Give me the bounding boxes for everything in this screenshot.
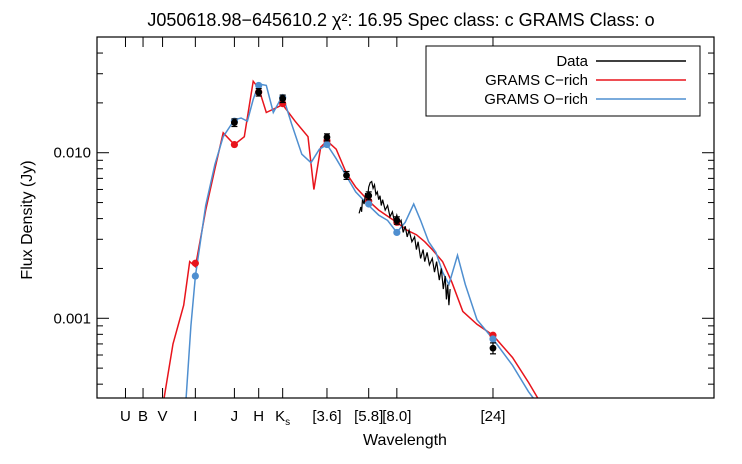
x-band-label-text: [3.6] xyxy=(312,408,341,425)
x-tick-group: U B V I J H Ks [3.6] [5.8][8.0] [24] xyxy=(120,37,505,428)
x-band-label-text: [5.8] xyxy=(354,408,383,425)
x-band-label-text: I xyxy=(193,408,197,425)
c-rich-model-point xyxy=(230,140,239,149)
x-band-label: I xyxy=(193,408,197,425)
data-point xyxy=(279,95,287,103)
legend-box xyxy=(425,45,701,117)
x-band-label-text: [24] xyxy=(480,408,505,425)
o-rich-model-point xyxy=(489,335,497,343)
legend-label-o-rich: GRAMS O−rich xyxy=(484,91,588,108)
x-band-label: [24] xyxy=(480,408,505,425)
x-band-label: Ks xyxy=(275,408,290,428)
x-band-label: [8.0] xyxy=(382,408,411,425)
o-rich-model-point xyxy=(255,81,263,90)
x-axis-label: Wavelength xyxy=(363,432,447,449)
x-band-label: H xyxy=(253,408,264,425)
series-layer xyxy=(163,79,539,398)
x-band-label: V xyxy=(158,408,168,425)
x-band-label: U xyxy=(120,408,131,425)
x-band-label-text: B xyxy=(138,408,148,425)
x-band-label-text: K xyxy=(275,408,285,425)
data-point xyxy=(255,88,263,96)
y-axis-label: Flux Density (Jy) xyxy=(19,160,36,279)
data-point xyxy=(323,133,331,141)
x-band-label: J xyxy=(231,408,239,425)
o-rich-model-point xyxy=(191,272,199,280)
x-band-label-text: H xyxy=(253,408,264,425)
o-rich-model-point xyxy=(365,200,373,208)
x-band-label: [3.6] xyxy=(312,408,341,425)
o-rich-model-point xyxy=(323,140,331,149)
x-band-label: B xyxy=(138,408,148,425)
legend-label-c-rich: GRAMS C−rich xyxy=(485,72,588,89)
data-point xyxy=(231,119,238,127)
plot-frame xyxy=(96,36,715,399)
data-point xyxy=(489,344,497,352)
y-tick-label: 0.001 xyxy=(53,310,91,327)
chart-title: J050618.98−645610.2 χ²: 16.95 Spec class… xyxy=(147,10,654,30)
x-band-label-text: [8.0] xyxy=(382,408,411,425)
o-rich-model-line xyxy=(185,83,534,398)
x-band-label-subscript: s xyxy=(285,417,290,428)
data-point xyxy=(393,217,401,224)
data-point xyxy=(365,192,373,200)
o-rich-model-point xyxy=(393,228,401,237)
observed-spectrum-line xyxy=(358,180,451,306)
y-tick-label: 0.010 xyxy=(53,145,91,162)
legend-label-data: Data xyxy=(556,53,588,70)
data-point xyxy=(343,171,350,179)
x-band-label-text: U xyxy=(120,408,131,425)
c-rich-model-point xyxy=(191,259,199,267)
x-band-label-text: J xyxy=(231,408,239,425)
c-rich-model-line xyxy=(163,79,539,398)
c-rich-model-point xyxy=(279,100,287,108)
x-band-label-text: V xyxy=(158,408,168,425)
legend: Data GRAMS C−rich GRAMS O−rich xyxy=(425,45,701,117)
y-tick-group: 0.001 0.010 xyxy=(53,52,714,385)
x-band-label: [5.8] xyxy=(354,408,383,425)
